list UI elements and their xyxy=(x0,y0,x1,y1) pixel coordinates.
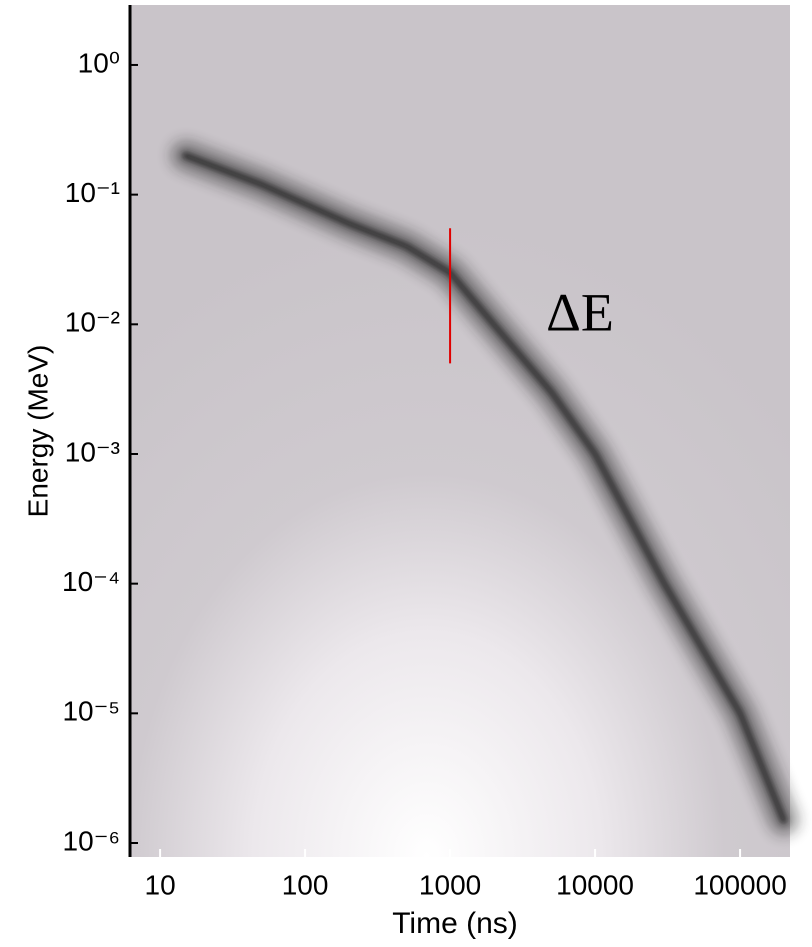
plot-area xyxy=(130,5,790,857)
density-ridge xyxy=(181,151,788,825)
x-axis-label: Time (ns) xyxy=(392,907,518,940)
x-tick-label: 10 xyxy=(145,869,176,900)
x-tick-label: 10000 xyxy=(556,869,634,900)
y-tick-label: 10⁻⁶ xyxy=(63,825,120,856)
x-tick-label: 100000 xyxy=(693,869,786,900)
x-tick-label: 1000 xyxy=(419,869,481,900)
y-tick-label: 10⁻² xyxy=(65,307,120,338)
y-tick-label: 10⁰ xyxy=(78,47,120,78)
y-tick-label: 10⁻⁵ xyxy=(62,696,120,727)
y-tick-label: 10⁻¹ xyxy=(65,177,120,208)
x-tick-label: 100 xyxy=(282,869,329,900)
y-axis-label: Energy (MeV) xyxy=(22,345,53,518)
y-tick-label: 10⁻⁴ xyxy=(62,566,120,597)
y-tick-label: 10⁻³ xyxy=(65,436,120,467)
annotation: ΔE xyxy=(546,282,614,342)
